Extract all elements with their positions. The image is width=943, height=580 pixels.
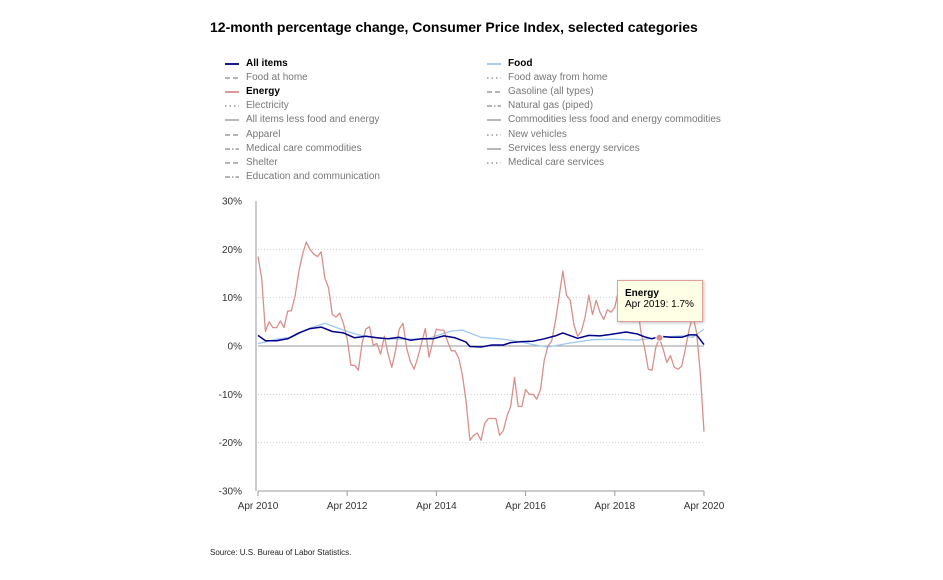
legend-swatch — [487, 119, 501, 121]
legend-swatch — [487, 147, 501, 150]
legend-label: Electricity — [246, 100, 289, 112]
chart-title: 12-month percentage change, Consumer Pri… — [210, 19, 698, 35]
legend-label: Education and communication — [246, 170, 380, 182]
y-tick-label: 20% — [222, 245, 242, 256]
series-line-energy[interactable] — [257, 241, 705, 441]
y-tick-label: -30% — [219, 487, 242, 498]
x-tick-label: Apr 2014 — [416, 501, 457, 512]
legend-label: Medical care services — [508, 156, 605, 168]
legend-swatch — [225, 91, 239, 94]
legend-label: Gasoline (all types) — [508, 86, 594, 98]
legend-swatch — [225, 133, 239, 136]
legend-label: Medical care commodities — [246, 142, 362, 154]
legend-label: All items — [246, 58, 288, 69]
legend-swatch — [487, 63, 501, 65]
legend-label: Apparel — [246, 128, 281, 140]
legend-label: Natural gas (piped) — [508, 100, 594, 112]
y-tick-label: 0% — [228, 342, 243, 353]
series-lines — [257, 241, 705, 441]
legend-swatch — [225, 119, 239, 121]
y-tick-label: -20% — [219, 438, 242, 449]
tooltip-series: Energy — [625, 288, 659, 299]
legend-label: Commodities less food and energy commodi… — [508, 114, 721, 126]
x-tick-label: Apr 2020 — [684, 501, 725, 512]
series-line-food[interactable] — [257, 322, 705, 348]
legend-swatch — [225, 162, 239, 164]
legend-swatch — [225, 63, 239, 65]
legend-swatch — [225, 176, 239, 178]
series-line-all-items[interactable] — [257, 326, 705, 348]
tooltip: Energy Apr 2019: 1.7% — [617, 280, 703, 322]
legend-label: Food at home — [246, 72, 308, 84]
legend-swatch — [487, 105, 501, 107]
legend-swatch — [225, 77, 239, 79]
x-tick-label: Apr 2016 — [505, 501, 546, 512]
legend-label: All items less food and energy — [246, 114, 380, 126]
x-tick-label: Apr 2018 — [595, 501, 636, 512]
y-tick-label: -10% — [219, 390, 242, 401]
x-tick-label: Apr 2012 — [327, 501, 368, 512]
x-tick-label: Apr 2010 — [238, 501, 279, 512]
legend-label: Shelter — [246, 156, 278, 168]
tooltip-value: Apr 2019: 1.7% — [625, 299, 694, 310]
axes: -30% -20% -10% 0% 10% 20% 30% Apr 2010 Apr 2012 A… — [219, 197, 725, 513]
legend-label: New vehicles — [508, 128, 567, 140]
gridlines — [258, 248, 704, 444]
legend-label: Food away from home — [508, 72, 608, 84]
y-tick-label: 30% — [222, 197, 242, 208]
hover-marker — [655, 333, 664, 342]
legend-label: Services less energy services — [508, 142, 640, 154]
legend-swatch — [487, 91, 501, 93]
source-note: Source: U.S. Bureau of Labor Statistics. — [210, 548, 352, 557]
y-tick-label: 10% — [222, 293, 242, 304]
legend-label: Energy — [246, 86, 280, 98]
hover-point[interactable] — [655, 333, 664, 342]
legend-label: Food — [508, 58, 533, 69]
legend-swatch — [225, 147, 239, 150]
